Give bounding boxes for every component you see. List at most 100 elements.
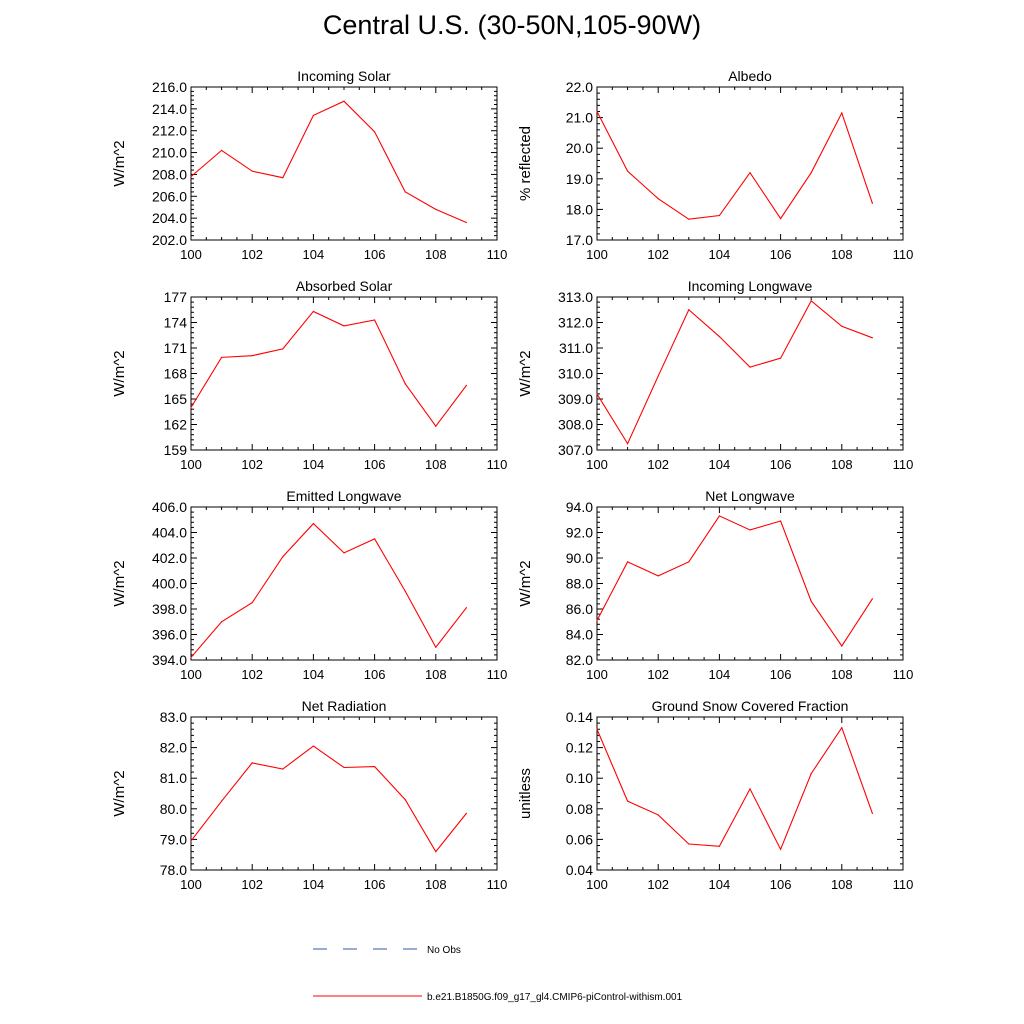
y-axis-label: W/m^2 [111, 770, 128, 816]
x-tick-label: 110 [487, 877, 508, 892]
series-line [596, 726, 873, 851]
data-point [435, 425, 437, 427]
plot-frame [596, 296, 904, 451]
data-point [841, 325, 843, 327]
data-point [374, 765, 376, 768]
data-point [190, 840, 192, 842]
x-tick-label: 106 [770, 667, 792, 682]
y-tick-label: 21.0 [566, 110, 593, 126]
y-tick-label: 396.0 [152, 627, 187, 643]
y-tick-label: 19.0 [566, 171, 593, 187]
y-tick-label: 208.0 [152, 166, 187, 182]
chart-panel-8: 100 102 104 106 108 110 0.04 0.06 0.08 0.10 0.12 0.… [517, 698, 913, 892]
chart-panel-2: 100 102 104 106 108 110 17.0 18.0 19.0 20.0 21.0 22… [517, 68, 913, 262]
x-tick-label: 106 [770, 247, 792, 262]
chart-panel-5: 100 102 104 106 108 110 394.0 396.0 398.0 400.0 40… [111, 488, 507, 682]
data-point [810, 773, 812, 775]
y-tick-label: 88.0 [566, 576, 593, 592]
y-tick-label: 307.0 [558, 442, 593, 458]
x-tick-label: 100 [586, 877, 608, 892]
data-point [312, 522, 314, 525]
data-point [780, 848, 782, 850]
y-tick-label: 398.0 [152, 601, 187, 617]
chart-panel-6: 100 102 104 106 108 110 82.0 84.0 86.0 88.0 90.0 92… [517, 488, 913, 682]
y-axis-label: W/m^2 [517, 560, 534, 606]
x-tick-label: 102 [241, 457, 263, 472]
data-point [718, 845, 721, 847]
data-point [465, 384, 467, 386]
figure-title: Central U.S. (30-50N,105-90W) [322, 10, 702, 40]
series-line [190, 522, 467, 658]
plot-frame [190, 86, 498, 241]
data-point [374, 319, 376, 321]
x-tick-label: 102 [647, 457, 669, 472]
data-point [435, 646, 437, 648]
data-point [190, 656, 192, 659]
x-tick-label: 106 [364, 247, 386, 262]
data-point [718, 214, 721, 217]
x-tick-label: 108 [831, 247, 853, 262]
data-point [871, 598, 874, 600]
x-tick-label: 104 [303, 877, 325, 892]
y-tick-label: 400.0 [152, 576, 187, 592]
series-line [596, 299, 873, 445]
y-tick-label: 18.0 [566, 201, 593, 217]
x-tick-label: 106 [770, 877, 792, 892]
y-tick-label: 92.0 [566, 525, 593, 541]
panel-title: Net Radiation [302, 698, 387, 714]
y-tick-label: 204.0 [152, 210, 187, 226]
y-tick-label: 0.10 [566, 770, 593, 786]
data-point [404, 799, 406, 801]
data-point [657, 575, 659, 577]
x-tick-label: 104 [303, 667, 325, 682]
y-tick-label: 0.04 [566, 862, 593, 878]
data-point [718, 515, 721, 517]
series-line [596, 515, 873, 647]
x-tick-label: 104 [303, 247, 325, 262]
data-point [465, 607, 467, 609]
data-point [871, 202, 874, 204]
x-tick-label: 104 [709, 247, 731, 262]
data-point [251, 602, 253, 604]
plot-frame [190, 506, 498, 661]
x-tick-label: 108 [831, 877, 853, 892]
y-tick-label: 20.0 [566, 140, 593, 156]
x-tick-label: 100 [586, 667, 608, 682]
data-point [221, 356, 223, 358]
x-tick-label: 110 [893, 667, 914, 682]
data-point [810, 600, 812, 602]
y-axis-label: % reflected [517, 126, 534, 201]
x-tick-label: 110 [893, 877, 914, 892]
x-tick-label: 108 [425, 247, 447, 262]
x-tick-label: 110 [487, 247, 508, 262]
plot-frame [190, 716, 498, 871]
data-point [627, 800, 629, 802]
data-point [343, 100, 345, 102]
y-tick-label: 177 [164, 289, 188, 305]
data-point [871, 337, 874, 339]
panel-title: Incoming Solar [297, 68, 391, 84]
y-tick-label: 402.0 [152, 550, 187, 566]
data-point [435, 208, 437, 210]
y-tick-label: 22.0 [566, 79, 593, 95]
x-tick-label: 100 [180, 877, 202, 892]
data-point [718, 335, 721, 338]
series-line [596, 111, 873, 220]
chart-panel-3: 100 102 104 106 108 110 159 162 165 168 171 174 177 A… [111, 278, 507, 472]
x-tick-label: 100 [180, 457, 202, 472]
x-tick-label: 108 [831, 457, 853, 472]
data-point [749, 366, 751, 368]
data-point [810, 172, 812, 174]
y-tick-label: 162 [164, 417, 188, 433]
x-tick-label: 100 [180, 247, 202, 262]
y-tick-label: 406.0 [152, 499, 187, 515]
y-tick-label: 206.0 [152, 188, 187, 204]
x-tick-label: 102 [647, 877, 669, 892]
series-line [190, 745, 467, 853]
data-point [343, 552, 345, 554]
data-point [404, 191, 406, 193]
data-point [190, 406, 192, 409]
data-point [596, 728, 598, 730]
data-point [749, 788, 751, 790]
y-tick-label: 210.0 [152, 145, 187, 161]
